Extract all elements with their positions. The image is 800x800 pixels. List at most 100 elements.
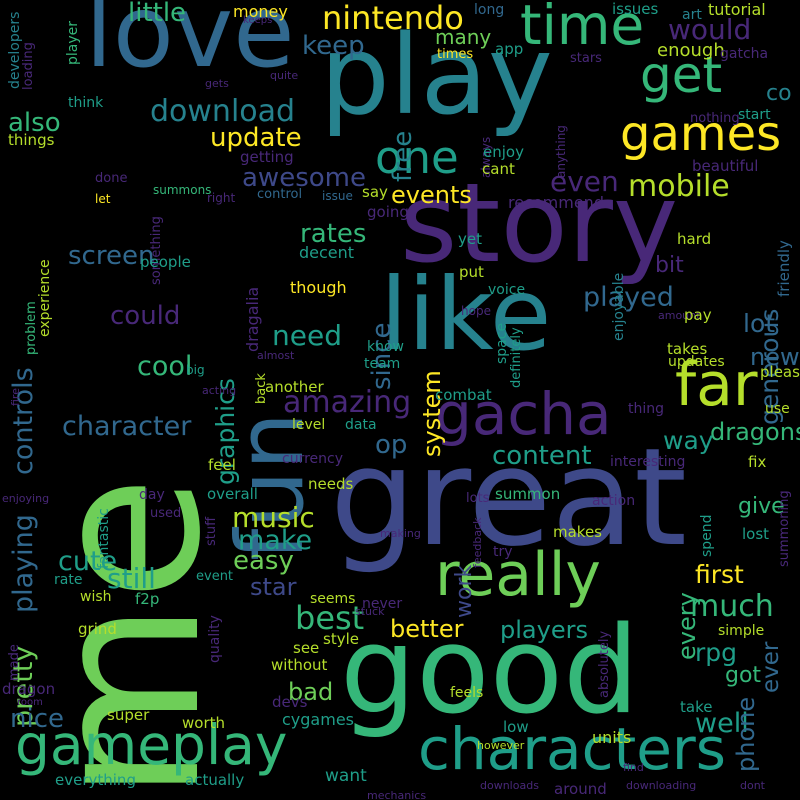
word-cygames: cygames — [282, 710, 354, 729]
word-money: money — [233, 2, 288, 21]
word-please: please — [760, 363, 800, 381]
word-phone: phone — [732, 696, 760, 772]
word-voice: voice — [488, 282, 526, 298]
word-also: also — [8, 108, 61, 138]
word-level: level — [292, 417, 326, 433]
word-nothing: nothing — [690, 111, 740, 126]
word-low: low — [503, 718, 529, 736]
word-used: used — [150, 506, 182, 521]
word-new: new — [750, 343, 800, 371]
word-people: people — [140, 253, 191, 271]
word-keeps: keeps — [243, 15, 273, 26]
word-cant: cant — [482, 160, 515, 178]
word-playing: playing — [8, 514, 39, 614]
word-system: system — [418, 370, 446, 458]
word-see: see — [293, 639, 320, 657]
word-seems: seems — [310, 591, 356, 607]
word-think: think — [68, 95, 104, 111]
word-makes: makes — [553, 523, 602, 541]
word-rate: rate — [54, 572, 83, 588]
word-f2p: f2p — [135, 590, 160, 608]
word-every: every — [673, 592, 701, 660]
word-put: put — [459, 263, 484, 281]
word-gacha: gacha — [435, 380, 612, 448]
word-definitely: definitely — [509, 327, 524, 388]
word-hard: hard — [677, 230, 712, 248]
word-want: want — [325, 766, 367, 786]
word-first: first — [695, 560, 744, 589]
word-another: another — [265, 378, 324, 396]
word-making: making — [380, 527, 421, 540]
word-quality: quality — [207, 614, 223, 663]
word-pay: pay — [684, 306, 712, 324]
word-awesome: awesome — [242, 163, 366, 193]
word-wish: wish — [80, 589, 112, 605]
word-much: much — [690, 589, 774, 624]
word-still: still — [107, 562, 156, 595]
word-downloading: downloading — [626, 779, 697, 792]
word-event: event — [196, 569, 234, 584]
word-team: team — [364, 356, 401, 372]
word-going: going — [367, 203, 409, 221]
word-fantastic: fantastic — [96, 507, 112, 569]
word-keep: keep — [302, 31, 365, 61]
word-recommend: recommend — [508, 193, 604, 212]
word-could: could — [110, 301, 181, 331]
word-like: like — [380, 256, 552, 373]
word-would: would — [668, 13, 752, 46]
word-summon: summon — [495, 485, 561, 503]
word-bad: bad — [288, 678, 334, 706]
word-lost: lost — [742, 525, 770, 543]
word-cute: cute — [58, 546, 118, 577]
word-downloads: downloads — [480, 779, 539, 792]
word-issues: issues — [612, 0, 659, 18]
word-summoning: summoning — [777, 490, 792, 568]
word-content: content — [492, 441, 592, 471]
word-one: one — [375, 131, 459, 184]
word-little: little — [128, 0, 187, 28]
word-way: way — [663, 426, 714, 455]
word-tutorial: tutorial — [708, 0, 766, 19]
word-summons: summons — [153, 183, 212, 197]
word-loading: loading — [21, 41, 36, 90]
word-well: well — [695, 708, 749, 739]
word-hope: hope — [461, 304, 491, 318]
word-many: many — [435, 25, 492, 49]
word-enjoy: enjoy — [483, 143, 524, 161]
word-control: control — [257, 187, 303, 202]
word-however: however — [477, 739, 525, 752]
word-actually: actually — [185, 771, 245, 789]
word-times: times — [437, 47, 474, 62]
word-players: players — [500, 616, 588, 644]
word-getting: getting — [240, 148, 294, 166]
word-stars: stars — [570, 51, 602, 66]
word-cool: cool — [137, 351, 193, 382]
word-gameplay: gameplay — [15, 713, 288, 777]
word-currency: currency — [282, 451, 343, 467]
word-rpg: rpg — [695, 638, 738, 667]
word-worth: worth — [182, 714, 226, 732]
word-without: without — [271, 656, 328, 674]
word-needs: needs — [308, 475, 354, 493]
word-though: though — [290, 278, 347, 297]
word-feel: feel — [208, 456, 236, 474]
word-friendly: friendly — [775, 240, 793, 297]
word-developers: developers — [7, 11, 23, 89]
word-fix: fix — [748, 453, 767, 471]
word-even: even — [550, 165, 619, 198]
word-decent: decent — [299, 243, 355, 262]
word-problem: problem — [24, 300, 39, 355]
word-got: got — [725, 663, 762, 688]
word-lot: lot — [743, 309, 776, 338]
word-lots: lots — [466, 491, 490, 506]
word-combat: combat — [435, 386, 492, 404]
word-simple: simple — [718, 623, 765, 639]
word-rates: rates — [300, 219, 367, 249]
word-download: download — [150, 94, 296, 129]
word-bit: bit — [655, 253, 684, 278]
word-take: take — [680, 698, 713, 716]
word-work: work — [452, 564, 477, 618]
word-give: give — [738, 494, 785, 519]
word-absolutely: absolutely — [597, 630, 612, 698]
